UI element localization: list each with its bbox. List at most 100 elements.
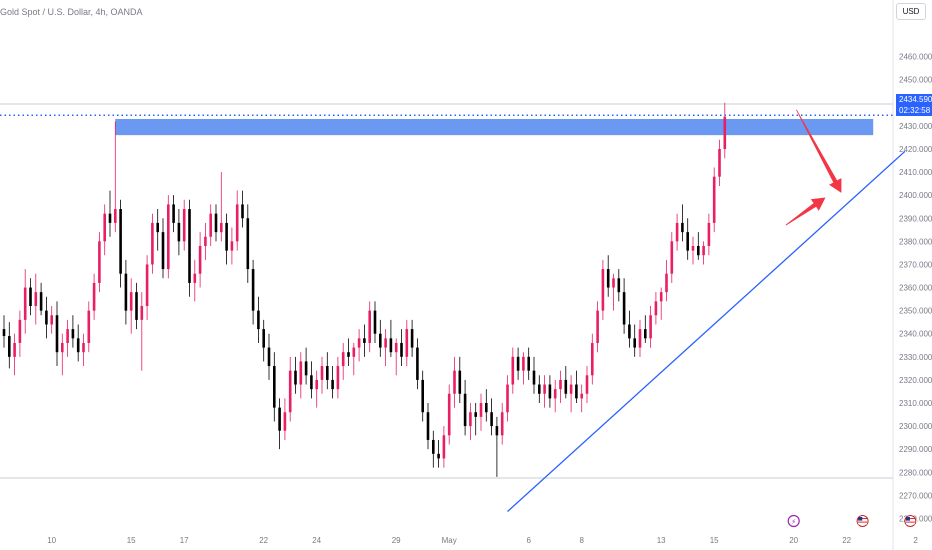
candle-body [66,329,69,343]
candle-body [129,292,133,311]
price-axis[interactable]: 2260.0002270.0002280.0002290.0002300.000… [899,53,932,524]
candle-body [13,342,16,357]
candle [659,287,663,320]
candle [469,403,472,440]
bar-countdown: 02:32:58 [899,106,931,115]
candle-body [209,213,212,237]
price-tick-label: 2290.000 [899,445,932,454]
candle-body [697,245,700,256]
candle [458,356,462,403]
chart-title: Gold Spot / U.S. Dollar, 4h, OANDA [0,7,143,17]
candle [675,213,679,251]
candle [723,102,727,159]
candle [463,379,467,436]
candle [447,384,451,445]
candle [310,361,313,399]
candle [294,356,297,394]
candle [575,370,578,403]
time-tick-label: 29 [392,536,401,545]
candle-body [230,241,234,251]
candle-body [686,232,689,251]
candle-body [39,292,43,311]
candle-body [400,342,403,357]
us-flag-event-icon[interactable] [904,515,917,527]
candle [341,342,345,380]
candle-body [220,222,223,233]
flag-canton [905,517,910,521]
candle-body [304,361,308,376]
candle-body [29,287,32,307]
candle-body [410,329,414,348]
time-tick-label: 17 [180,536,189,545]
candle-body [485,403,488,413]
price-tick-label: 2270.000 [899,491,932,500]
candle-body [569,384,573,394]
candle [665,259,668,302]
candle-body [108,213,112,223]
candle-body [188,209,191,283]
candle [591,333,594,385]
candle-body [225,222,228,251]
candle [432,430,435,468]
candle-body [654,301,658,316]
candle-body [538,384,541,394]
flag-canton [858,517,863,521]
candle [76,324,80,362]
event-icons[interactable]: ⚡ [787,514,917,528]
candle-body [61,342,64,353]
support-trendline [507,150,906,513]
candle-body [389,338,393,353]
horizontal-lines [0,0,894,550]
candle-body [172,204,175,223]
candle [368,301,371,353]
resistance-zone[interactable] [115,118,874,136]
candle-body [368,310,371,343]
candle-body [241,204,244,219]
candle-body [638,329,642,348]
candle [543,375,546,408]
candle [304,347,308,385]
candle-body [257,310,260,330]
candle [45,296,48,339]
candle [299,352,303,399]
candle [559,370,562,403]
candle [55,301,59,367]
candle [135,282,138,330]
candle-body [315,379,318,390]
candle-body [273,366,276,408]
candle-body [82,342,85,353]
candle-body [320,366,324,380]
down-arrow [796,109,842,193]
candle-body [283,412,287,431]
candle [61,333,64,376]
candle [315,370,318,408]
price-tick-label: 2420.000 [899,145,932,154]
candle [527,347,530,380]
candle-body [442,435,446,459]
candle [235,190,239,251]
candle [241,190,244,228]
event-icon-glyph: ⚡ [791,518,796,526]
candle-body [140,306,144,320]
candle [23,269,27,334]
us-flag-event-icon[interactable] [856,515,869,527]
candle-body [490,412,493,427]
time-axis[interactable]: 10 15 17 22 24 29 May 6 8 13 15 20 22 2 [47,536,918,545]
candle-body [559,379,562,390]
candle [686,218,689,260]
candle [177,209,181,256]
candle-body [394,342,398,353]
candle [352,342,356,376]
candle [363,324,366,357]
candle [246,204,250,283]
currency-button[interactable]: USD [896,3,926,20]
trend-annotations[interactable] [507,109,906,513]
lightning-event-icon[interactable]: ⚡ [787,514,800,528]
candle-body [723,116,727,149]
time-tick-label: 13 [657,536,666,545]
candle-body [235,204,239,242]
price-tick-label: 2410.000 [899,168,932,177]
candle-body [522,356,525,371]
candle [209,204,212,246]
